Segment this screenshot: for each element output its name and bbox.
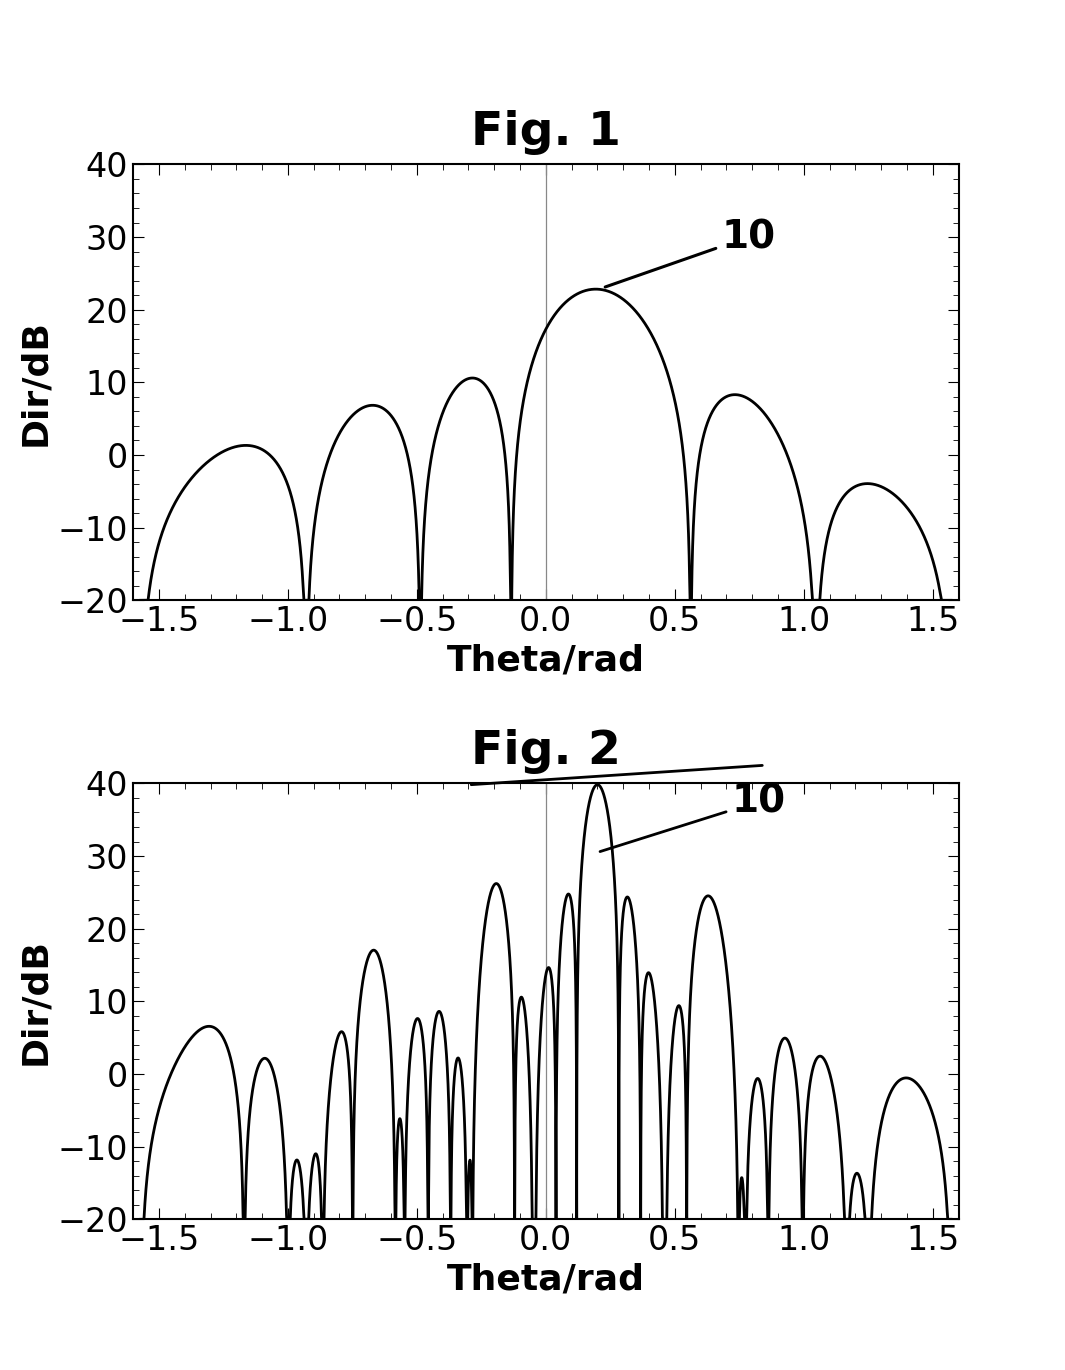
Text: 10: 10 bbox=[600, 782, 786, 852]
X-axis label: Theta/rad: Theta/rad bbox=[447, 1263, 644, 1297]
X-axis label: Theta/rad: Theta/rad bbox=[447, 644, 644, 678]
Text: 10: 10 bbox=[605, 218, 775, 286]
Y-axis label: Dir/dB: Dir/dB bbox=[18, 938, 52, 1064]
Title: Fig. 2: Fig. 2 bbox=[471, 729, 621, 774]
Y-axis label: Dir/dB: Dir/dB bbox=[18, 319, 52, 445]
Title: Fig. 1: Fig. 1 bbox=[471, 110, 621, 155]
